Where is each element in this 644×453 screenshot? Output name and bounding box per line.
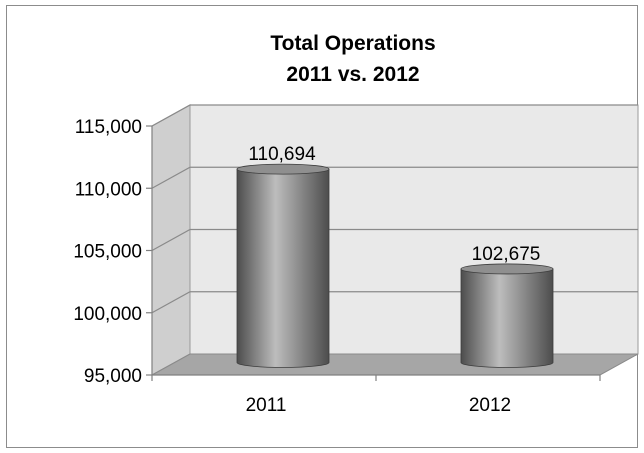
gridline (151, 228, 638, 252)
x-axis-tick-labels: 2011 2012 (151, 375, 601, 416)
plot-area (151, 104, 639, 376)
data-label: 110,694 (248, 144, 316, 165)
bar (460, 263, 554, 368)
data-label: 102,675 (472, 244, 541, 265)
chart-svg: Total Operations 2011 vs. 2012 95,000 100… (73, 32, 639, 416)
x-tick-label: 2012 (469, 395, 511, 416)
chart-subtitle: 2011 vs. 2012 (286, 63, 419, 86)
chart-floor (151, 353, 639, 376)
x-tick-label: 2011 (246, 395, 287, 416)
gridline (151, 104, 638, 127)
y-tick-label: 100,000 (73, 304, 142, 325)
chart-title: Total Operations (270, 32, 435, 55)
y-tick-label: 95,000 (84, 366, 142, 387)
chart-frame: Total Operations 2011 vs. 2012 95,000 100… (6, 5, 639, 448)
bar (236, 163, 330, 368)
y-axis-tick-labels: 95,000 100,000 105,000 110,000 115,000 (73, 117, 152, 387)
gridline (151, 166, 638, 189)
bar-body (236, 168, 330, 368)
y-tick-label: 110,000 (75, 179, 142, 200)
y-tick-label: 105,000 (73, 242, 142, 263)
bar-top (236, 163, 330, 175)
bar-body (460, 268, 554, 368)
bars (236, 163, 554, 368)
y-tick-label: 115,000 (75, 117, 142, 138)
data-labels: 110,694 102,675 (248, 144, 540, 265)
bar-top (460, 263, 554, 275)
